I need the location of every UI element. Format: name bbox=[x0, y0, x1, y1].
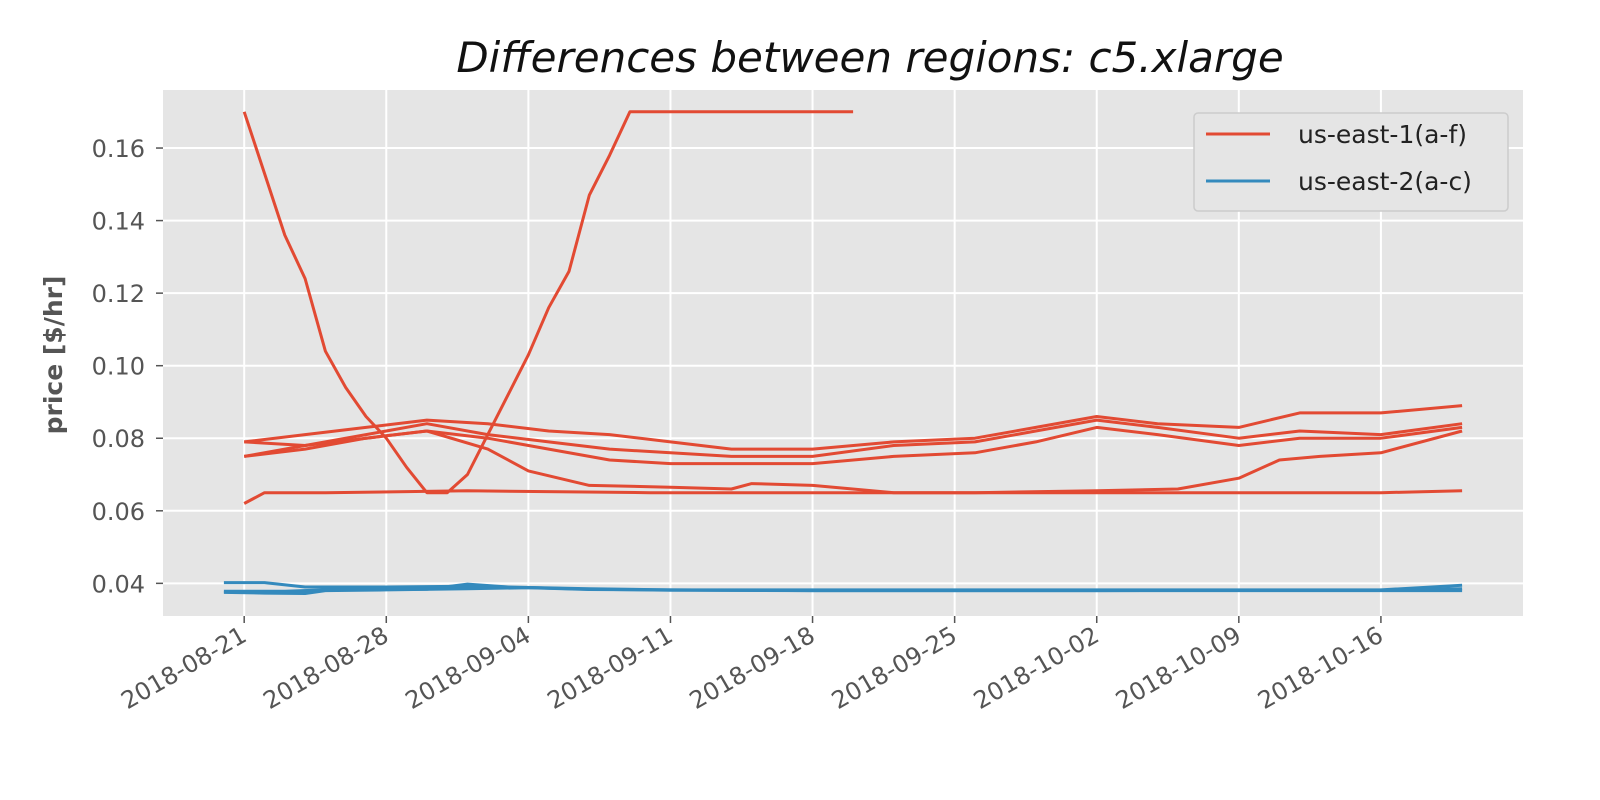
x-tick-label: 2018-09-25 bbox=[827, 621, 962, 715]
y-tick-label: 0.12 bbox=[92, 280, 145, 308]
x-tick-label: 2018-10-16 bbox=[1253, 621, 1388, 715]
x-tick-label: 2018-09-11 bbox=[543, 621, 678, 715]
y-tick-label: 0.04 bbox=[92, 570, 145, 598]
series-line-2 bbox=[243, 489, 1463, 505]
legend-box bbox=[1193, 112, 1509, 212]
y-tick-label: 0.16 bbox=[92, 135, 145, 163]
chart-title: Differences between regions: c5.xlarge bbox=[456, 33, 1283, 82]
series-line-9 bbox=[223, 582, 1463, 593]
series-line-6 bbox=[244, 429, 1463, 495]
series-layer bbox=[223, 110, 1463, 595]
series-line-3 bbox=[244, 404, 1463, 451]
y-tick-label: 0.10 bbox=[92, 353, 145, 381]
x-tick-label: 2018-08-21 bbox=[116, 621, 251, 715]
x-tick-label: 2018-10-02 bbox=[969, 621, 1104, 715]
series-line-4 bbox=[243, 418, 1463, 458]
y-tick-label: 0.08 bbox=[92, 425, 145, 453]
x-tick-label: 2018-10-09 bbox=[1111, 621, 1246, 715]
x-tick-label: 2018-09-04 bbox=[401, 621, 536, 715]
y-tick-label: 0.06 bbox=[92, 498, 145, 526]
y-axis-label: price [$/hr] bbox=[39, 276, 68, 435]
x-tick-label: 2018-09-18 bbox=[685, 621, 820, 715]
legend-label: us-east-1(a-f) bbox=[1298, 120, 1467, 149]
x-tick-label: 2018-08-28 bbox=[258, 621, 393, 715]
legend: us-east-1(a-f) us-east-2(a-c) bbox=[1193, 112, 1509, 212]
legend-label: us-east-2(a-c) bbox=[1298, 167, 1472, 196]
y-tick-label: 0.14 bbox=[92, 208, 145, 236]
